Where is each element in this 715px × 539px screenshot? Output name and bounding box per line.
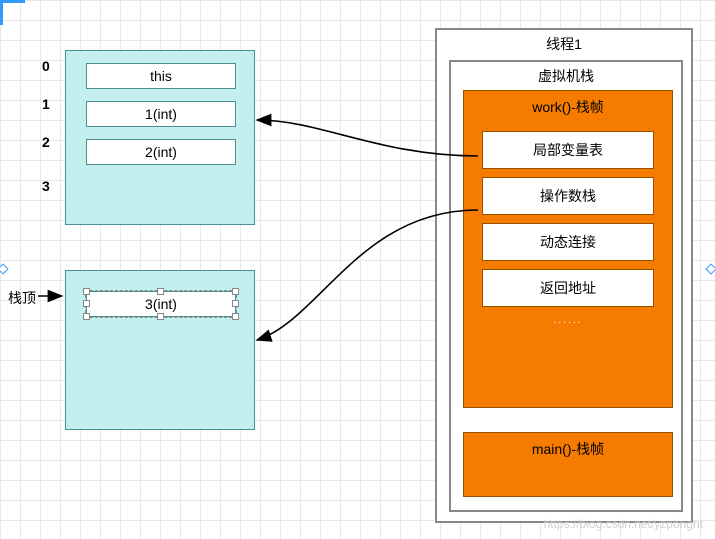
resize-handle[interactable]	[157, 313, 164, 320]
slot-label: 2(int)	[145, 144, 177, 160]
work-frame: work()-栈帧 局部变量表 操作数栈 动态连接 返回地址 ......	[463, 90, 673, 408]
resize-handle[interactable]	[232, 288, 239, 295]
thread-box: 线程1 虚拟机栈 work()-栈帧 局部变量表 操作数栈 动态连接 返回地址 …	[435, 28, 693, 523]
slot-label: 3(int)	[145, 296, 177, 312]
local-var-slot-2: 2(int)	[86, 139, 236, 165]
index-label-0: 0	[42, 58, 50, 74]
page-connector-left[interactable]	[0, 263, 9, 274]
index-label-1: 1	[42, 96, 50, 112]
index-label-2: 2	[42, 134, 50, 150]
frame-item-local-vars: 局部变量表	[482, 131, 654, 169]
frame-ellipsis: ......	[464, 315, 672, 326]
resize-handle[interactable]	[232, 300, 239, 307]
thread-title: 线程1	[437, 30, 691, 58]
frame-item-label: 动态连接	[540, 234, 596, 250]
frame-item-label: 局部变量表	[533, 142, 603, 158]
vm-stack-title: 虚拟机栈	[451, 62, 681, 90]
watermark: https://blog.csdn.net/yzpbright	[544, 517, 703, 531]
local-var-slot-1: 1(int)	[86, 101, 236, 127]
operand-slot-0[interactable]: 3(int)	[86, 291, 236, 317]
local-var-slot-0: this	[86, 63, 236, 89]
resize-handle[interactable]	[83, 313, 90, 320]
frame-item-label: 返回地址	[540, 280, 596, 296]
corner-accent	[0, 0, 25, 25]
frame-item-dynamic-link: 动态连接	[482, 223, 654, 261]
work-frame-title: work()-栈帧	[464, 91, 672, 123]
resize-handle[interactable]	[232, 313, 239, 320]
local-var-table-box: this 1(int) 2(int)	[65, 50, 255, 225]
index-label-3: 3	[42, 178, 50, 194]
main-frame-title: main()-栈帧	[464, 433, 672, 465]
main-frame: main()-栈帧	[463, 432, 673, 497]
resize-handle[interactable]	[157, 288, 164, 295]
stack-top-label: 栈顶	[8, 288, 36, 308]
page-connector-right[interactable]	[705, 263, 715, 274]
operand-stack-box: 3(int)	[65, 270, 255, 430]
slot-label: 1(int)	[145, 106, 177, 122]
frame-item-label: 操作数栈	[540, 188, 596, 204]
frame-item-operand-stack: 操作数栈	[482, 177, 654, 215]
resize-handle[interactable]	[83, 288, 90, 295]
frame-item-return-addr: 返回地址	[482, 269, 654, 307]
vm-stack-box: 虚拟机栈 work()-栈帧 局部变量表 操作数栈 动态连接 返回地址 ....…	[449, 60, 683, 512]
resize-handle[interactable]	[83, 300, 90, 307]
slot-label: this	[150, 68, 172, 84]
